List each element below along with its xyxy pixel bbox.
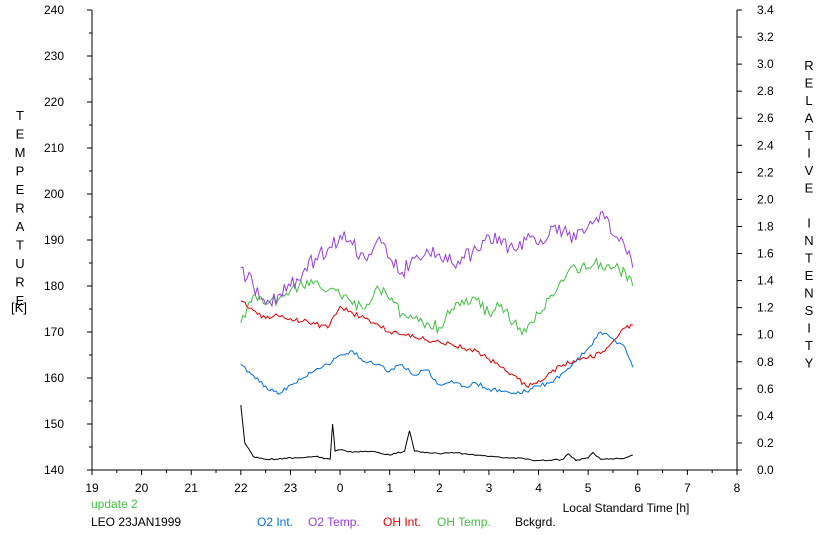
left-tick-label: 190 [44, 233, 64, 247]
x-tick-label: 8 [734, 481, 741, 495]
left-tick-label: 180 [44, 279, 64, 293]
x-tick-label: 7 [684, 481, 691, 495]
right-axis-title-letter: N [804, 286, 813, 301]
left-axis-title-letter: T [16, 238, 24, 253]
right-tick-label: 0.6 [757, 382, 774, 396]
right-axis-title-letter: E [805, 76, 814, 91]
right-tick-label: 2.2 [757, 165, 774, 179]
right-axis-title-letter: I [807, 321, 811, 336]
x-tick-label: 23 [284, 481, 298, 495]
left-axis-title-letter: U [15, 256, 24, 271]
station-date-label: LEO 23JAN1999 [91, 515, 181, 529]
right-tick-label: 3.2 [757, 30, 774, 44]
right-axis-title-letter: T [805, 338, 813, 353]
left-axis-title-letter: E [16, 182, 25, 197]
left-axis-title-letter: R [15, 201, 24, 216]
series-line-o2-temp [240, 211, 634, 308]
right-axis-title-letter: S [805, 303, 814, 318]
right-axis-title-letter: T [805, 251, 813, 266]
right-axis-title-letter: V [805, 163, 814, 178]
series-line-oh-int [240, 300, 633, 389]
x-tick-label: 0 [337, 481, 344, 495]
x-tick-label: 22 [234, 481, 248, 495]
update-label: update 2 [91, 497, 138, 511]
series-line-o2-int [240, 331, 634, 395]
legend: O2 Int. O2 Temp. OH Int. OH Temp. Bckgrd. [257, 515, 556, 529]
legend-item: OH Temp. [437, 515, 491, 529]
series-line-oh-temp [240, 256, 634, 337]
right-tick-label: 3.0 [757, 57, 774, 71]
right-tick-label: 1.0 [757, 328, 774, 342]
left-axis-title-letter: E [16, 127, 25, 142]
left-tick-label: 170 [44, 325, 64, 339]
series-layer [240, 211, 634, 462]
x-tick-label: 5 [585, 481, 592, 495]
legend-item: O2 Temp. [308, 515, 360, 529]
right-axis-title-letter: I [807, 216, 811, 231]
left-axis-title-letter: M [15, 145, 26, 160]
right-axis-title-letter: E [805, 181, 814, 196]
right-tick-label: 0.4 [757, 409, 774, 423]
left-tick-label: 210 [44, 141, 64, 155]
right-tick-label: 2.0 [757, 192, 774, 206]
x-tick-label: 4 [535, 481, 542, 495]
right-axis-title-letter: E [805, 268, 814, 283]
right-tick-label: 3.4 [757, 3, 774, 17]
left-tick-label: 160 [44, 371, 64, 385]
right-tick-label: 1.4 [757, 274, 774, 288]
left-axis-title-letter: T [16, 108, 24, 123]
x-tick-label: 19 [85, 481, 99, 495]
left-tick-label: 220 [44, 95, 64, 109]
x-tick-label: 6 [634, 481, 641, 495]
left-axis: 140 150 160 170 180 190 200 210 220 230 240 [44, 3, 92, 477]
left-tick-label: 150 [44, 417, 64, 431]
right-axis-title-letter: T [805, 128, 813, 143]
left-axis-unit: [K] [11, 300, 27, 315]
right-tick-label: 2.6 [757, 111, 774, 125]
right-axis-title-letter: Y [805, 356, 814, 371]
right-tick-label: 2.4 [757, 138, 774, 152]
right-tick-label: 0.8 [757, 355, 774, 369]
right-axis-title-letter: L [805, 93, 812, 108]
x-tick-label: 3 [486, 481, 493, 495]
left-axis-title-letter: P [16, 164, 25, 179]
x-tick-label: 21 [185, 481, 199, 495]
left-tick-label: 230 [44, 49, 64, 63]
right-tick-label: 0.0 [757, 463, 774, 477]
right-axis-title-letter: I [807, 146, 811, 161]
left-axis-title-letter: E [16, 293, 25, 308]
right-tick-label: 1.2 [757, 301, 774, 315]
left-tick-label: 240 [44, 3, 64, 17]
left-tick-label: 200 [44, 187, 64, 201]
plot-frame [91, 10, 738, 471]
x-axis: 19 20 21 22 23 0 1 2 3 4 5 6 7 8 [85, 470, 741, 495]
legend-item: OH Int. [383, 515, 421, 529]
series-line-bckgrd [240, 405, 633, 462]
right-axis: 0.0 0.2 0.4 0.6 0.8 1.0 1.2 1.4 1.6 1.8 2.0 2.2 2.4 2… [737, 3, 774, 477]
x-axis-title: Local Standard Time [h] [563, 501, 690, 515]
left-axis-title-letter: A [16, 219, 25, 234]
right-axis-title-letter: R [804, 58, 813, 73]
right-tick-label: 0.2 [757, 436, 774, 450]
right-axis-title-letter: N [804, 233, 813, 248]
legend-item: Bckgrd. [515, 515, 556, 529]
right-axis-title-letter: A [805, 111, 814, 126]
x-tick-label: 20 [135, 481, 149, 495]
right-tick-label: 1.6 [757, 247, 774, 261]
x-tick-label: 2 [436, 481, 443, 495]
right-tick-label: 1.8 [757, 219, 774, 233]
right-tick-label: 2.8 [757, 84, 774, 98]
left-axis-title-letter: R [15, 275, 24, 290]
legend-item: O2 Int. [257, 515, 293, 529]
x-tick-label: 1 [386, 481, 393, 495]
left-tick-label: 140 [44, 463, 64, 477]
